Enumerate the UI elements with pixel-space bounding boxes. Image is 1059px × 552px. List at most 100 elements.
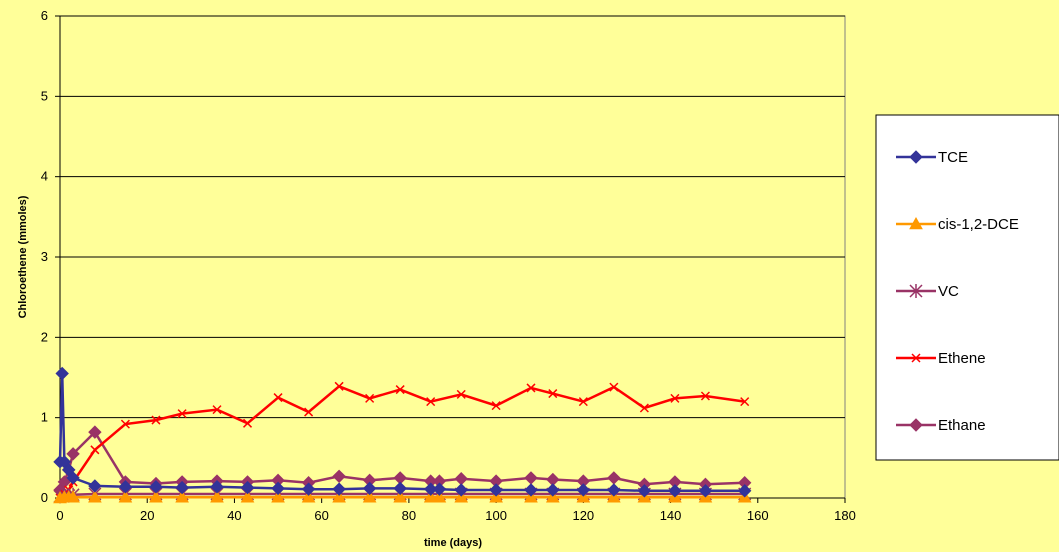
data-point-ethene (578, 397, 588, 407)
data-point-tce (149, 480, 163, 494)
data-point-ethene (151, 415, 161, 425)
legend-box (875, 114, 1059, 461)
data-point-cis-1-2-dce (432, 490, 447, 503)
data-point-cis-1-2-dce (271, 490, 285, 503)
data-point-cis-1-2-dce (240, 490, 255, 503)
data-point-cis-1-2-dce (149, 490, 163, 503)
data-point-ethane (332, 469, 346, 484)
y-tick-label: 4 (41, 169, 48, 184)
data-point-tce (332, 482, 346, 496)
legend-label-ethane: Ethane (938, 417, 986, 434)
series-tce (53, 366, 752, 498)
data-point-tce (393, 481, 407, 496)
y-tick-label: 6 (41, 8, 48, 23)
x-tick-label: 60 (314, 508, 328, 523)
legend-entry-ethene: Ethene (896, 350, 986, 367)
data-point-tce (423, 482, 438, 496)
data-point-cis-1-2-dce (423, 490, 438, 503)
data-point-cis-1-2-dce (362, 490, 377, 503)
x-tick-label: 80 (402, 508, 416, 523)
x-tick-label: 160 (747, 508, 769, 523)
data-point-ethene (177, 409, 187, 419)
data-point-tce (607, 483, 621, 497)
series-group (53, 366, 752, 504)
data-point-tce (454, 483, 468, 497)
x-tick-label: 40 (227, 508, 241, 523)
y-tick-label: 2 (41, 329, 48, 344)
x-tick-label: 0 (56, 508, 63, 523)
data-point-ethene (491, 401, 501, 411)
data-point-tce (524, 483, 538, 497)
y-tick-label: 1 (41, 410, 48, 425)
data-point-ethene (273, 393, 283, 403)
legend-label-ethene: Ethene (938, 350, 986, 367)
data-point-cis-1-2-dce (88, 490, 102, 503)
data-point-ethene (426, 397, 436, 407)
y-tick-label: 0 (41, 490, 48, 505)
data-point-ethene (334, 381, 344, 391)
data-point-ethane (66, 447, 80, 461)
legend-marker-ethene (911, 353, 921, 363)
data-point-ethane (88, 425, 102, 439)
series-line-tce (58, 373, 745, 493)
data-point-cis-1-2-dce (210, 490, 224, 503)
grid-lines (60, 15, 845, 419)
y-tick-labels: 0 1 2 3 4 5 6 (41, 8, 48, 505)
x-tick-label: 140 (660, 508, 682, 523)
data-point-ethane (57, 475, 72, 489)
x-tick-labels: 0 20 40 60 80 100 120 140 160 180 (56, 508, 855, 523)
data-point-tce (576, 483, 591, 497)
data-point-tce (637, 484, 652, 498)
legend-marker-tce (909, 150, 923, 164)
data-point-ethene (609, 382, 619, 392)
data-point-ethene (120, 419, 130, 429)
y-axis-label: Chloroethene (mmoles) (17, 195, 29, 318)
data-point-tce (546, 483, 560, 497)
data-point-cis-1-2-dce (175, 490, 189, 503)
legend-entry-vc: VC (896, 283, 959, 300)
data-point-ethene (639, 403, 649, 413)
series-line-ethene (59, 384, 745, 499)
data-point-tce (210, 480, 224, 494)
data-point-ethene (456, 389, 466, 399)
data-point-tce (66, 471, 80, 485)
data-point-cis-1-2-dce (332, 490, 346, 503)
data-point-tce (271, 481, 285, 496)
data-point-ethene (304, 407, 314, 417)
data-point-tce (489, 483, 503, 497)
legend-entry-tce: TCE (896, 149, 968, 166)
data-point-cis-1-2-dce (393, 490, 408, 503)
legend-marker-ethane (909, 418, 923, 432)
data-point-tce (737, 484, 752, 498)
data-point-tce (175, 480, 189, 495)
data-point-ethene (740, 397, 750, 407)
series-cis-1-2-dce (53, 490, 752, 504)
data-point-tce (668, 484, 682, 498)
x-tick-label: 180 (834, 508, 856, 523)
x-tick-label: 120 (572, 508, 594, 523)
data-point-tce (698, 484, 713, 498)
data-point-ethene (526, 383, 536, 393)
data-point-tce (118, 480, 133, 494)
legend-label-vc: VC (938, 283, 959, 300)
data-point-tce (301, 482, 316, 496)
data-point-cis-1-2-dce (118, 490, 133, 503)
data-point-tce (55, 366, 69, 381)
data-point-tce (240, 480, 255, 495)
data-point-ethene (548, 389, 558, 399)
data-point-ethene (242, 418, 253, 428)
data-point-ethene (395, 385, 405, 395)
data-point-ethene (365, 393, 375, 403)
x-tick-label: 20 (140, 508, 154, 523)
data-point-cis-1-2-dce (301, 490, 316, 503)
legend-marker-cis-1-2-dce (909, 216, 923, 230)
y-tick-label: 5 (41, 88, 48, 103)
legend-label-cis-1-2-dce: cis-1,2-DCE (938, 216, 1019, 233)
data-point-ethene (670, 393, 680, 403)
x-axis-label: time (days) (424, 537, 482, 549)
legend-marker-vc (909, 284, 923, 298)
data-point-tce (88, 479, 102, 493)
data-point-cis-1-2-dce (66, 490, 80, 503)
data-point-ethene (212, 405, 222, 415)
